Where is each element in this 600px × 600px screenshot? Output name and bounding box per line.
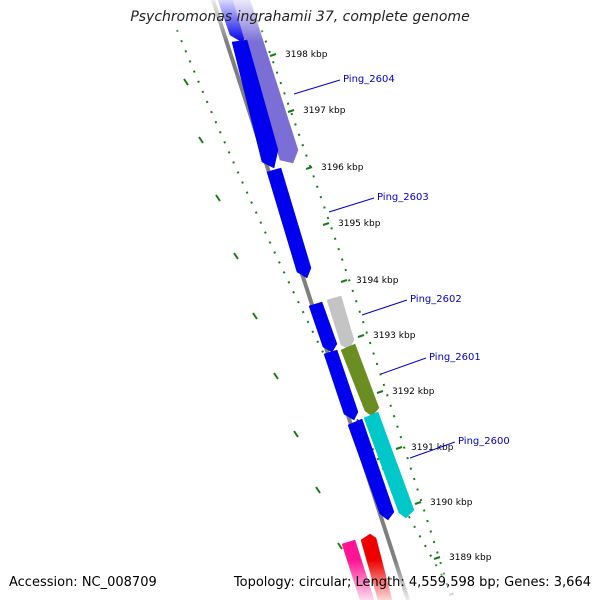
gene-name-label[interactable]: Ping_2603 (377, 192, 429, 203)
kbp-tick (376, 390, 384, 394)
kbp-tick-label: 3191 kbp (411, 443, 454, 453)
gene-features (217, 0, 415, 600)
cds-arrow-ping-2601[interactable] (323, 349, 359, 421)
feature-ping-2602-gray[interactable] (326, 295, 355, 350)
kbp-tick (305, 166, 313, 170)
kbp-tick-group: 3198 kbp 3197 kbp 3196 kbp 3195 kbp 3194 kbp… (269, 50, 492, 563)
kbp-tick (340, 279, 348, 283)
kbp-tick (357, 334, 365, 338)
gene-leader-line (293, 79, 341, 95)
kbp-tick-label: 3194 kbp (356, 276, 399, 286)
genome-summary: Topology: circular; Length: 4,559,598 bp… (233, 575, 591, 590)
outer-ring-major-tick (273, 372, 279, 380)
outer-ring-major-tick (252, 312, 258, 320)
kbp-tick (395, 446, 403, 450)
gene-leader-line (361, 299, 408, 316)
inner-dotted-ring (257, 19, 453, 600)
gene-name-label[interactable]: Ping_2602 (410, 294, 462, 305)
kbp-tick-label: 3190 kbp (430, 498, 473, 508)
cds-arrow-ping-2602[interactable] (308, 301, 338, 353)
outer-ring-major-tick (293, 430, 299, 438)
outer-ring-major-tick (198, 136, 204, 144)
outer-ring-major-tick (183, 78, 189, 86)
kbp-tick (322, 222, 330, 226)
kbp-tick (287, 109, 295, 113)
cds-arrow-ping-2603[interactable] (266, 167, 312, 279)
map-title: Psychromonas ingrahamii 37, complete gen… (130, 9, 470, 25)
kbp-tick-label: 3197 kbp (303, 106, 346, 116)
gene-label-group: Ping_2604 Ping_2603 Ping_2602 Ping_2601 Ping… (293, 74, 510, 459)
feature-ping-2600-cyan[interactable] (363, 411, 415, 519)
gene-name-label[interactable]: Ping_2604 (343, 74, 395, 85)
gene-leader-line (409, 441, 456, 459)
outer-dotted-ring (176, 29, 457, 600)
outer-ring-major-tick (315, 486, 321, 494)
kbp-tick-label: 3195 kbp (338, 219, 381, 229)
kbp-tick (269, 53, 277, 57)
bottom-fade (0, 560, 600, 600)
kbp-tick (414, 501, 422, 505)
gene-leader-line (380, 357, 427, 375)
kbp-tick-label: 3198 kbp (285, 50, 328, 60)
outer-ring-major-tick (215, 194, 221, 202)
kbp-tick-label: 3189 kbp (449, 553, 492, 563)
outer-ring-ticks (183, 78, 343, 550)
kbp-tick-label: 3193 kbp (373, 331, 416, 341)
gene-name-label[interactable]: Ping_2600 (458, 436, 510, 447)
kbp-tick-label: 3192 kbp (392, 387, 435, 397)
gene-leader-line (328, 197, 375, 213)
feature-ping-2601-olive[interactable] (340, 343, 380, 417)
outer-ring-major-tick (233, 252, 239, 260)
gene-name-label[interactable]: Ping_2601 (429, 352, 481, 363)
kbp-tick-label: 3196 kbp (321, 163, 364, 173)
accession-label: Accession: NC_008709 (9, 575, 157, 590)
cds-arrow-ping-2600[interactable] (347, 418, 395, 521)
top-fade (0, 0, 600, 42)
outer-ring-major-tick (337, 542, 343, 550)
kbp-tick (433, 556, 441, 560)
